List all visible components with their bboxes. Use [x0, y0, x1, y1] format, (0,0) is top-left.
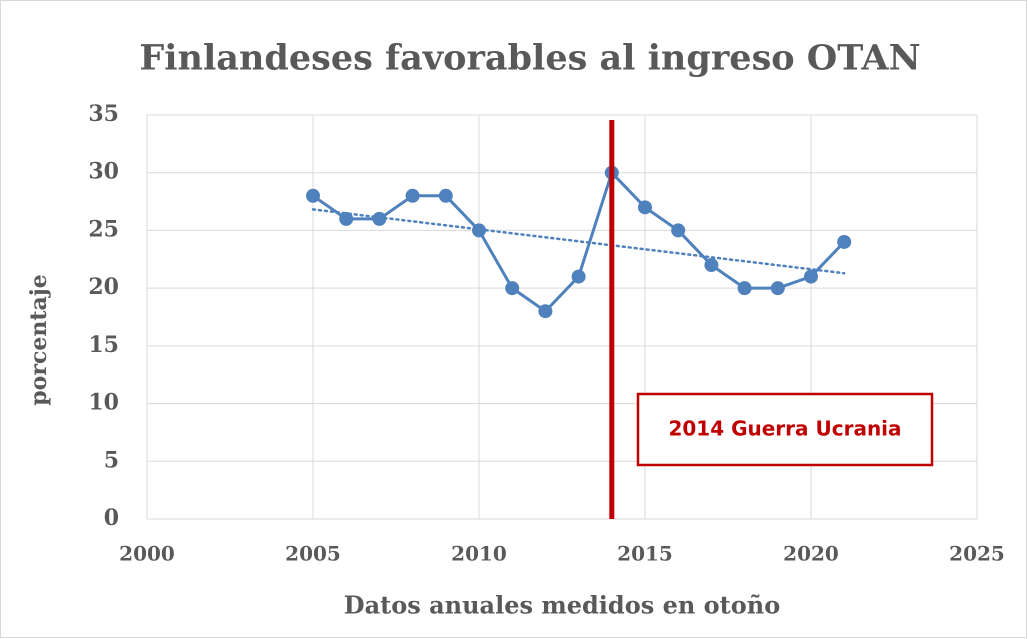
trendline — [311, 208, 846, 275]
y-tick-label: 30 — [88, 159, 119, 185]
x-tick-label: 2025 — [949, 542, 1005, 566]
data-point — [837, 234, 852, 249]
y-tick-label: 25 — [88, 216, 119, 242]
y-tick-label: 15 — [88, 332, 119, 358]
data-point — [737, 281, 752, 296]
x-axis-label: Datos anuales medidos en otoño — [344, 591, 780, 620]
y-tick-label: 10 — [88, 390, 119, 416]
x-tick-label: 2010 — [451, 542, 507, 566]
data-point — [472, 223, 486, 238]
data-point — [372, 211, 387, 226]
data-point — [671, 223, 686, 238]
data-point — [438, 188, 453, 203]
data-point — [770, 281, 785, 296]
data-point — [339, 211, 354, 226]
data-point — [571, 269, 586, 284]
y-axis-label: porcentaje — [26, 274, 52, 405]
x-tick-label: 2020 — [783, 542, 839, 566]
data-point — [804, 269, 818, 284]
y-tick-label: 35 — [88, 101, 119, 127]
x-tick-label: 2015 — [617, 542, 673, 566]
data-point — [704, 258, 719, 273]
x-tick-label: 2005 — [285, 542, 341, 566]
data-point — [538, 304, 553, 319]
y-tick-label: 5 — [104, 447, 119, 473]
data-point — [306, 188, 320, 203]
data-point — [505, 281, 520, 296]
annotation-text: 2014 Guerra Ucrania — [668, 417, 901, 441]
data-point — [638, 200, 652, 215]
annotation-box — [636, 392, 934, 467]
data-point — [405, 188, 420, 203]
x-tick-label: 2000 — [119, 542, 175, 566]
y-tick-label: 0 — [104, 505, 119, 531]
chart-title: Finlandeses favorables al ingreso OTAN — [139, 38, 920, 79]
y-tick-label: 20 — [88, 274, 119, 300]
